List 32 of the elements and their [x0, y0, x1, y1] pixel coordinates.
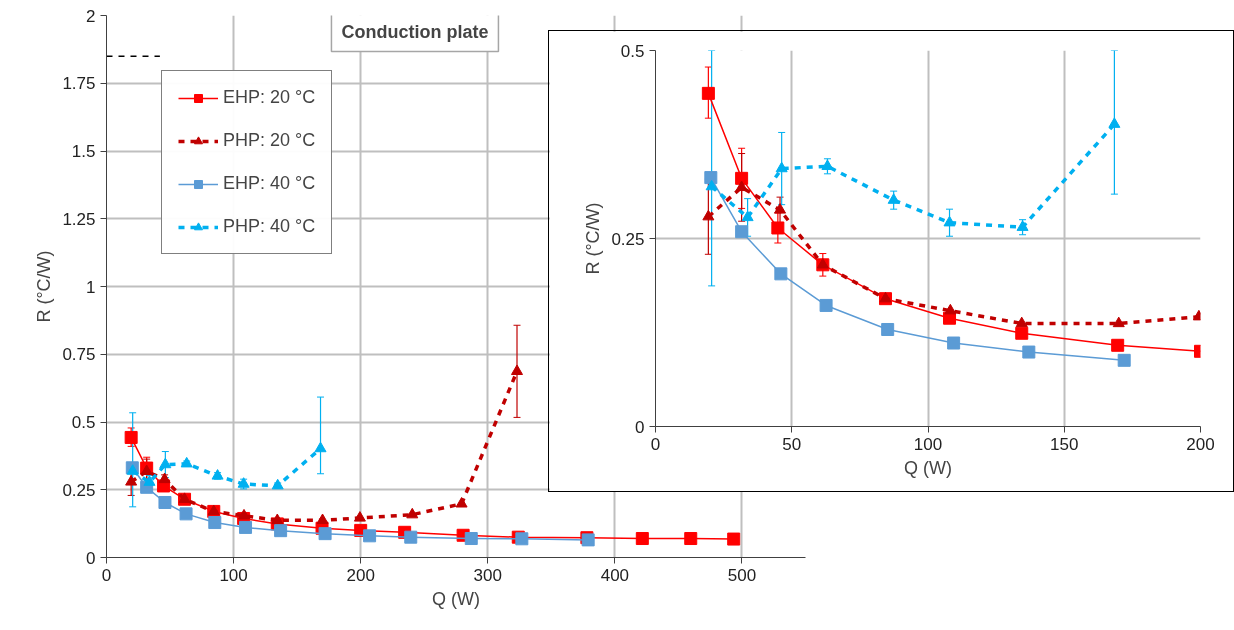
y-axis-title: R (°C/W) — [34, 250, 55, 323]
legend-label: PHP: 20 °C — [223, 130, 316, 151]
legend-label: EHP: 20 °C — [223, 87, 316, 108]
y-tick-label: 0.5 — [71, 413, 96, 432]
x-tick-label: 50 — [782, 434, 802, 454]
x-axis-title: Q (W) — [904, 457, 952, 478]
y-tick-label: 0.75 — [62, 345, 96, 365]
y-tick-label: 0.25 — [62, 480, 96, 500]
x-tick-label: 200 — [1186, 434, 1215, 454]
x-tick-label: 200 — [346, 565, 375, 585]
y-tick-label: 1.25 — [62, 209, 96, 229]
x-tick-label: 100 — [913, 434, 943, 454]
y-tick-label: 0 — [86, 548, 96, 568]
x-tick-label: 300 — [473, 565, 502, 585]
y-tick-label: 1.5 — [71, 142, 96, 161]
x-tick-label: 500 — [727, 565, 757, 585]
y-axis-title: R (°C/W) — [583, 202, 604, 275]
y-tick-label: 1.75 — [62, 74, 96, 94]
legend-label: PHP: 40 °C — [223, 216, 316, 237]
x-tick-label: 0 — [101, 565, 112, 585]
legend-label: EHP: 40 °C — [223, 173, 316, 194]
y-tick-label: 0.25 — [611, 229, 645, 249]
x-tick-label: 150 — [1050, 434, 1079, 454]
y-tick-label: 2 — [86, 6, 96, 26]
x-axis-title: Q (W) — [432, 588, 480, 609]
x-tick-label: 400 — [600, 565, 630, 585]
chart-title: Conduction plate — [341, 21, 489, 42]
x-tick-label: 100 — [219, 565, 248, 585]
y-tick-label: 1 — [86, 277, 96, 297]
y-tick-label: 0.5 — [620, 41, 645, 61]
y-tick-label: 0 — [635, 417, 645, 437]
x-tick-label: 0 — [650, 434, 661, 454]
